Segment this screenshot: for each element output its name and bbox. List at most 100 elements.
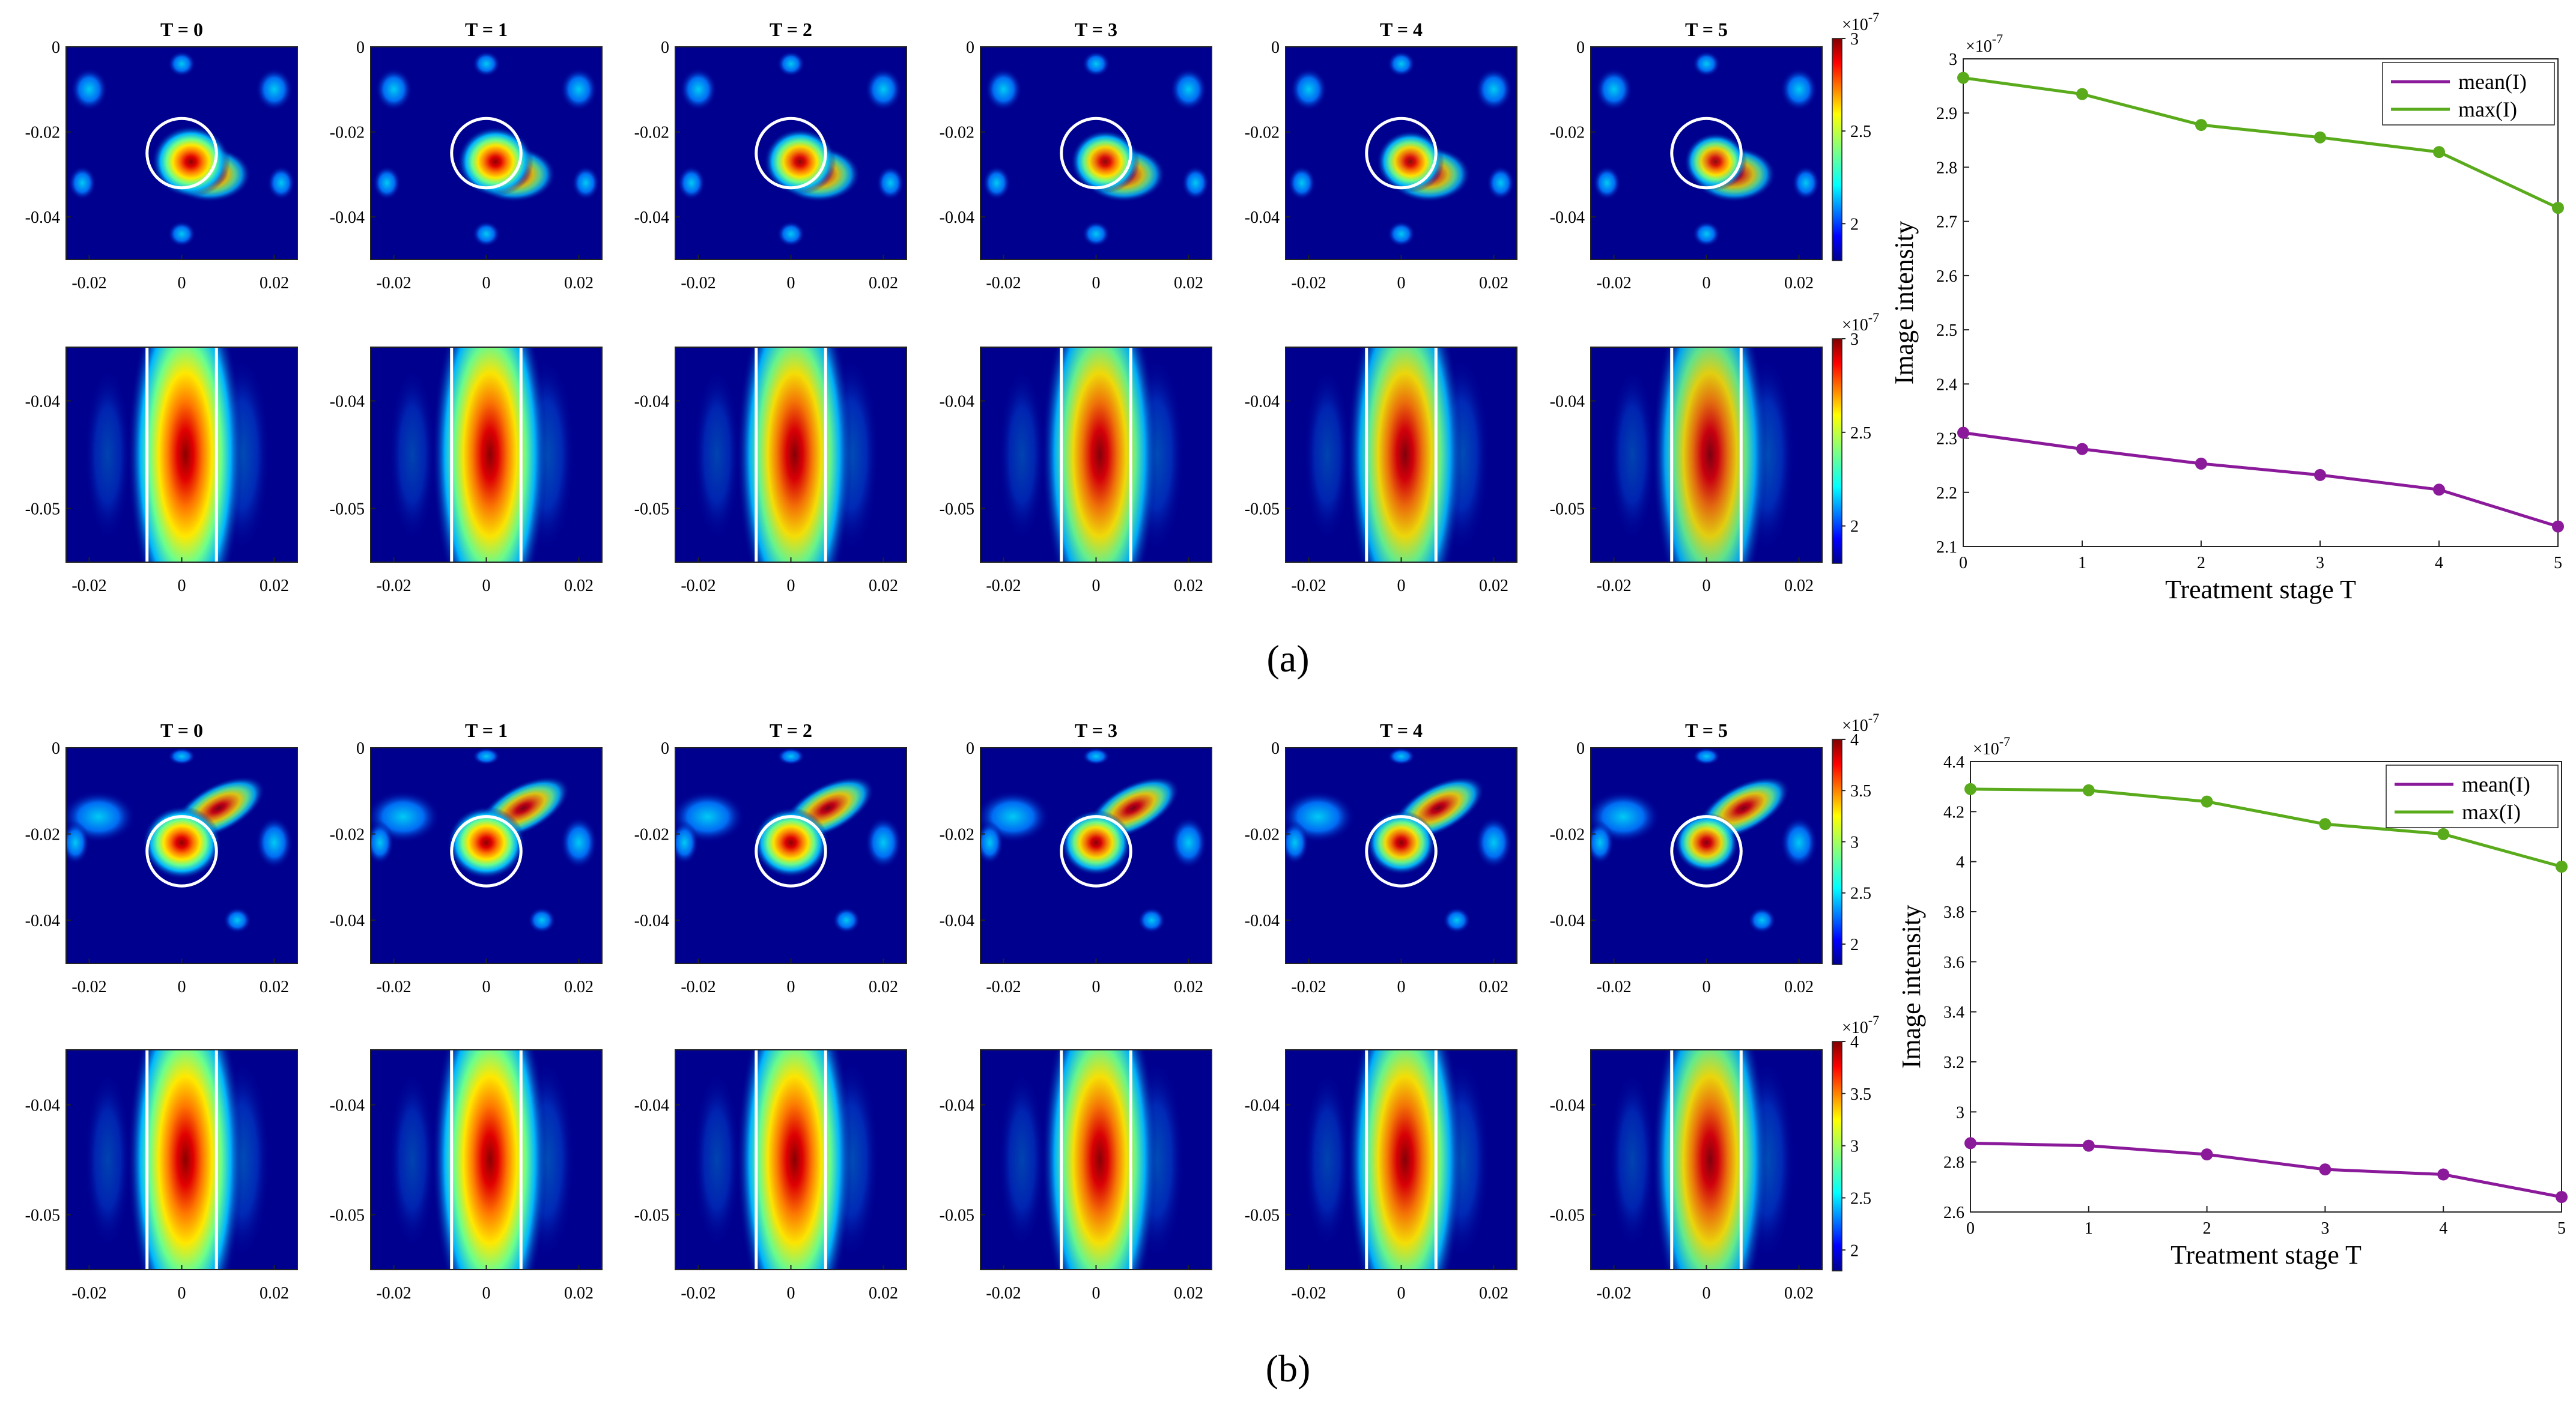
x-tick-label: -0.02 [1596, 274, 1631, 292]
heatmap-bottom: -0.02 0 0.02 -0.04 -0.05 [940, 347, 1212, 595]
y-tick-label: -0.04 [25, 393, 60, 411]
y-tick-label: 0 [661, 38, 669, 57]
target-rectangle [1060, 1050, 1132, 1270]
y-tick-label: -0.04 [940, 208, 974, 227]
x-tick-label: -0.02 [986, 978, 1021, 996]
target-rectangle [1060, 347, 1132, 562]
side-lobe [1593, 166, 1621, 200]
heatmap-top: -0.02 0 0.02 0 -0.02 -0.04 [330, 38, 603, 292]
y-tick-label: -0.02 [940, 826, 974, 844]
heatmap-field [372, 51, 600, 247]
x-tick-label: -0.02 [71, 577, 106, 595]
line-x-tick-label: 2 [2203, 1219, 2211, 1238]
side-glow [1304, 1071, 1350, 1248]
heatmap-field [998, 347, 1184, 562]
hotspot [1060, 810, 1132, 876]
line-y-tick-label: 3 [1949, 50, 1957, 69]
side-lobe [1692, 748, 1721, 765]
y-tick-label: -0.04 [1245, 208, 1280, 227]
side-lobe [1170, 816, 1208, 869]
heatmap-field [1591, 748, 1818, 933]
stage-title: T = 4 [1380, 19, 1423, 40]
x-tick-label: 0.02 [1479, 274, 1508, 292]
line-y-tick-label: 2.9 [1936, 105, 1957, 123]
heatmap-field [371, 748, 598, 933]
y-tick-label: -0.04 [1550, 208, 1585, 227]
target-rectangle [755, 1050, 827, 1270]
line-y-tick-label: 2.1 [1936, 538, 1957, 557]
y-tick-label: -0.04 [330, 912, 365, 930]
side-lobe [777, 748, 805, 765]
stage-title: T = 5 [1685, 720, 1728, 741]
data-point [2552, 202, 2564, 214]
data-point [2433, 146, 2445, 159]
side-lobe [1287, 166, 1316, 200]
heatmap-bottom: -0.02 0 0.02 -0.04 -0.05 [330, 1049, 603, 1303]
focal-spot [1042, 347, 1158, 562]
stage-title: T = 0 [160, 19, 203, 40]
data-point [2076, 443, 2088, 455]
exponent-base: ×10 [1842, 316, 1868, 335]
line-y-tick-label: 3.4 [1943, 1004, 1964, 1022]
side-glow [84, 1071, 131, 1248]
line-y-tick-label: 2.8 [1943, 1154, 1964, 1172]
y-tick-label: -0.04 [1550, 912, 1585, 930]
heatmap-top: -0.02 0 0.02 0 -0.02 -0.04 [634, 739, 907, 996]
colorbar-tick-label: 3.5 [1850, 1085, 1871, 1104]
data-point [2201, 795, 2213, 808]
side-lobe [472, 221, 500, 247]
side-glow [693, 368, 740, 541]
x-tick-label: -0.02 [71, 274, 106, 292]
side-lobe [1082, 51, 1110, 77]
side-lobe [527, 907, 556, 933]
heatmap-field [1286, 748, 1513, 933]
y-tick-label: -0.02 [1245, 826, 1280, 844]
x-tick-label: 0.02 [564, 577, 594, 595]
hotspot [764, 128, 837, 195]
y-tick-label: -0.04 [1550, 1097, 1585, 1115]
series-line-meani [1970, 1141, 2562, 1199]
focal-spot [1652, 347, 1768, 562]
exponent-power: -7 [1868, 310, 1879, 325]
target-circle [1670, 815, 1743, 888]
stage-title: T = 4 [1380, 720, 1423, 741]
line-y-tick-label: 3 [1956, 1103, 1964, 1122]
side-lobe [372, 166, 401, 200]
y-axis-label: Image intensity [1897, 905, 1926, 1069]
line-axes-frame [1963, 58, 2559, 547]
y-tick-label: -0.04 [634, 208, 669, 227]
line-y-tick-label: 2.6 [1943, 1204, 1964, 1222]
y-tick-label: -0.05 [634, 500, 669, 519]
x-tick-label: 0 [1092, 978, 1101, 996]
data-point [2195, 457, 2207, 470]
y-tick-label: 0 [1576, 38, 1585, 57]
line-x-tick-label: 4 [2439, 1219, 2447, 1238]
x-tick-label: 0.02 [1784, 577, 1814, 595]
heatmap-top: -0.02 0 0.02 0 -0.02 -0.04 [330, 739, 603, 996]
data-point [2314, 468, 2326, 481]
side-lobe [982, 166, 1011, 200]
y-axis-label: Image intensity [1889, 221, 1919, 385]
y-tick-label: -0.05 [330, 1207, 365, 1225]
line-y-exponent: ×10-7 [1973, 734, 2010, 759]
heatmap-top: -0.02 0 0.02 0 -0.02 -0.04 [1550, 739, 1823, 996]
target-circle [1365, 815, 1438, 888]
side-lobe [832, 907, 860, 933]
heatmap-top: -0.02 0 0.02 0 -0.02 -0.04 [25, 38, 298, 292]
line-y-tick-label: 4 [1956, 853, 1964, 872]
side-lobe [472, 748, 500, 765]
heatmap-bottom: -0.02 0 0.02 -0.04 -0.05 [25, 347, 298, 595]
line-y-tick-label: 3.2 [1943, 1053, 1964, 1072]
side-lobe [985, 68, 1022, 111]
side-lobe [1387, 748, 1415, 765]
colorbar-top: 2 2.5 3×10-7 [1832, 10, 1879, 261]
heatmap-field [675, 748, 902, 933]
colorbar-tick-label: 2 [1850, 518, 1859, 536]
y-tick-label: -0.02 [634, 124, 669, 142]
x-tick-label: -0.02 [71, 1284, 106, 1303]
x-tick-label: 0.02 [869, 978, 898, 996]
focal-spot [1042, 1050, 1158, 1270]
x-tick-label: 0 [1703, 1284, 1711, 1303]
y-tick-label: -0.04 [1245, 1097, 1280, 1115]
side-glow [1609, 1071, 1656, 1248]
